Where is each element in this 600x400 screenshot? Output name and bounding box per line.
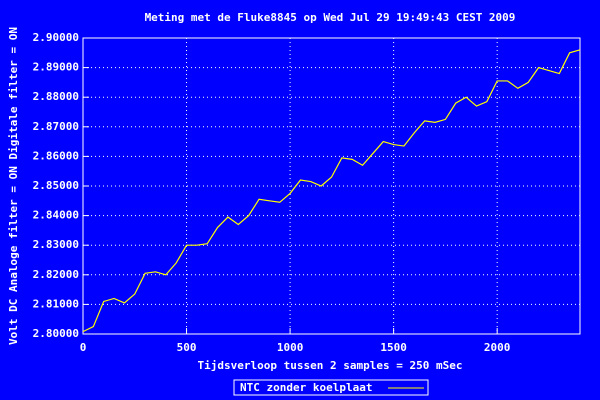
chart-title: Meting met de Fluke8845 op Wed Jul 29 19…	[145, 11, 516, 24]
y-tick-label: 2.83000	[33, 238, 79, 251]
y-tick-label: 2.82000	[33, 268, 79, 281]
legend-label: NTC zonder koelplaat	[240, 381, 372, 394]
y-tick-label: 2.87000	[33, 120, 79, 133]
x-tick-label: 0	[80, 341, 87, 354]
x-axis-label: Tijdsverloop tussen 2 samples = 250 mSec	[198, 359, 463, 372]
y-tick-label: 2.84000	[33, 209, 79, 222]
y-tick-label: 2.86000	[33, 149, 79, 162]
y-tick-label: 2.89000	[33, 61, 79, 74]
y-axis-label: Volt DC Analoge filter = ON Digitale fil…	[7, 27, 20, 345]
x-tick-label: 1000	[277, 341, 304, 354]
x-tick-label: 1500	[380, 341, 407, 354]
y-tick-label: 2.88000	[33, 90, 79, 103]
x-tick-label: 500	[177, 341, 197, 354]
legend-box	[233, 379, 429, 396]
y-tick-label: 2.80000	[33, 327, 79, 340]
y-tick-label: 2.85000	[33, 179, 79, 192]
plot-border	[82, 37, 581, 335]
y-tick-label: 2.90000	[33, 31, 79, 44]
data-line	[82, 49, 581, 333]
x-tick-label: 2000	[484, 341, 511, 354]
y-tick-label: 2.81000	[33, 297, 79, 310]
